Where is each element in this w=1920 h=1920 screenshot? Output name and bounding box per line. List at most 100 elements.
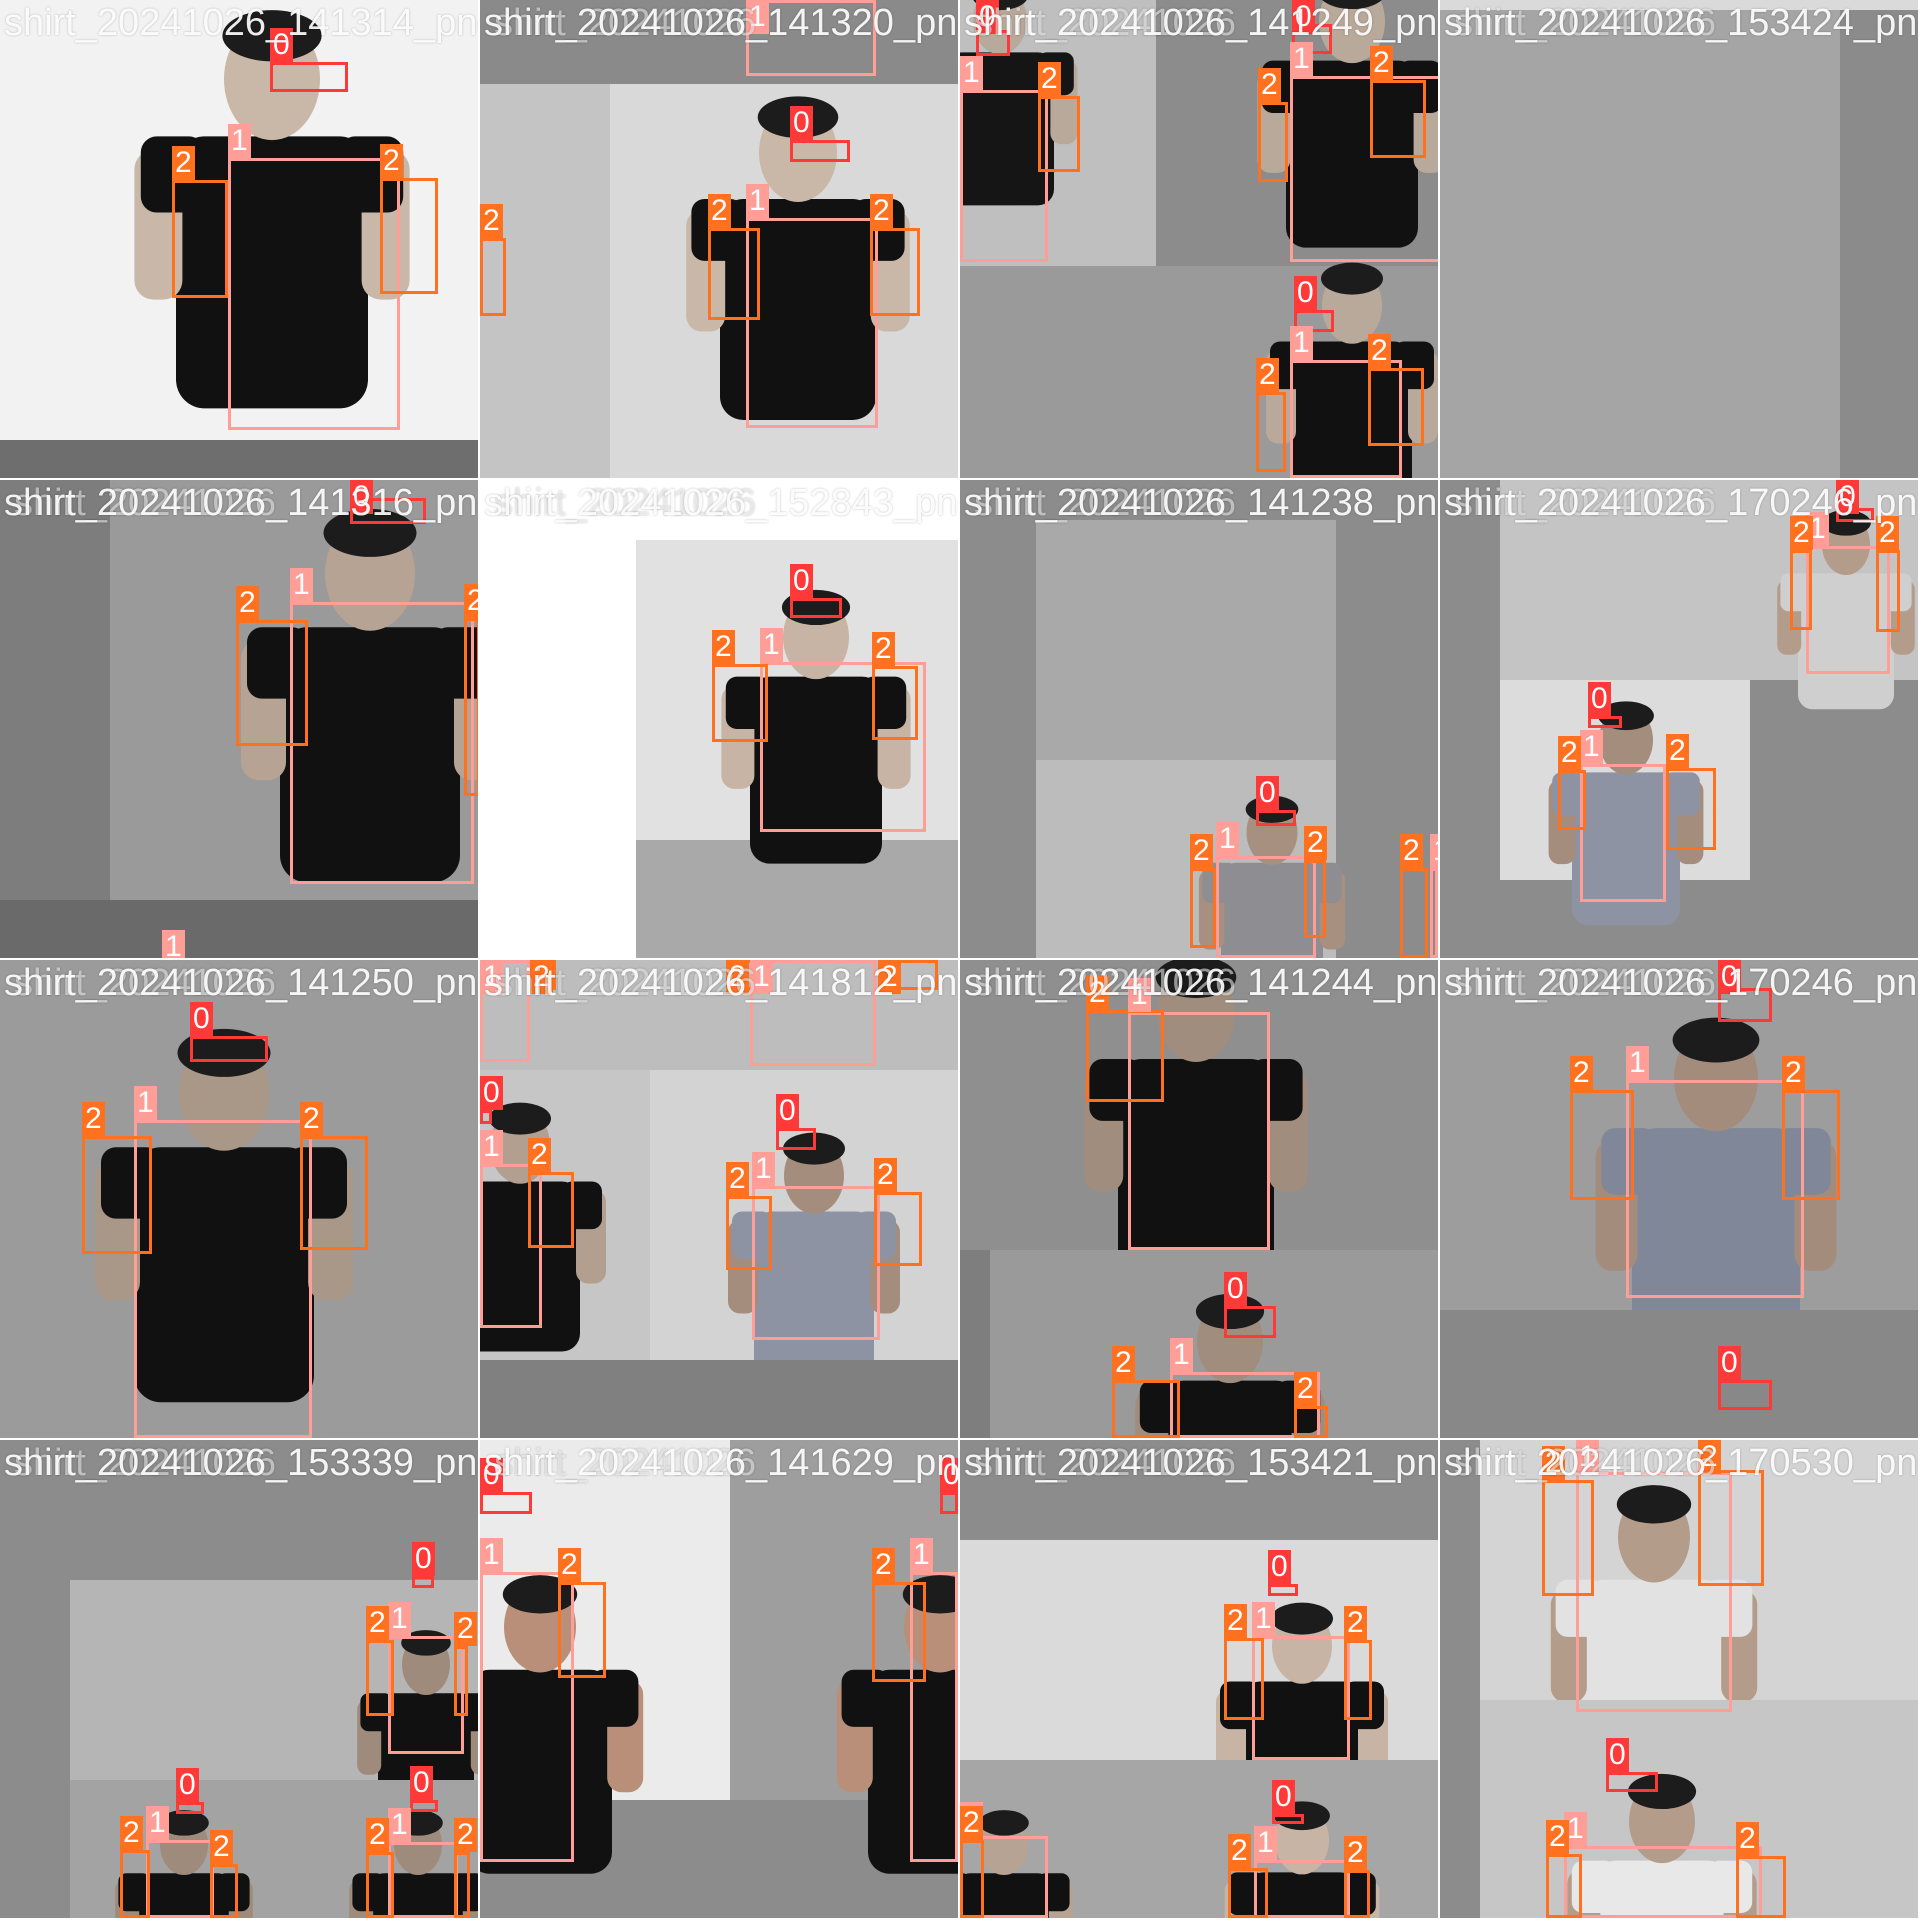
- tile-scene-image: [1440, 960, 1918, 1438]
- detection-box: [1224, 1638, 1264, 1720]
- detection-box: [480, 1110, 492, 1124]
- class-label: 0: [776, 1094, 799, 1128]
- detection-box: [1344, 1640, 1372, 1720]
- tile-title-overlap: shirt_20241026: [974, 482, 1236, 524]
- class-label: 1: [1216, 822, 1239, 856]
- class-label: 2: [726, 960, 749, 994]
- detection-box: [1256, 392, 1286, 472]
- detection-box: [172, 180, 228, 298]
- class-label: 2: [870, 194, 893, 228]
- class-label: 2: [1256, 358, 1279, 392]
- tile-title-overlap: shirt_20241026: [494, 962, 756, 1004]
- mosaic-tile: 0 1 2 2 shirt_20241026 shirt_20241026_152843_…: [480, 480, 958, 958]
- detection-box: [1606, 1772, 1658, 1792]
- class-label: 0: [480, 1076, 503, 1110]
- class-label: 0: [1268, 1550, 1291, 1584]
- detection-box: [1258, 102, 1288, 182]
- detection-box: [776, 1128, 816, 1150]
- tile-title: shirt_20241026_141629_png.rf.4f: [484, 1442, 958, 1484]
- tile-title-overlap: shirt_20241026: [974, 1442, 1236, 1484]
- detection-box: [960, 90, 1048, 262]
- class-label: 2: [366, 1818, 389, 1852]
- class-label: 1: [480, 1538, 503, 1572]
- detection-box: [1736, 1856, 1786, 1918]
- detection-box: [558, 1582, 606, 1678]
- class-label: 2: [726, 1162, 749, 1196]
- tile-title: shirt_20241026_141244_png.rf.ee: [964, 962, 1438, 1004]
- class-label: 1: [1576, 1440, 1599, 1474]
- tile-title-overlap: shirt_20241026: [14, 962, 276, 1004]
- detection-box: [464, 618, 478, 796]
- detection-box: [1698, 1470, 1764, 1586]
- class-label: 0: [480, 1458, 503, 1492]
- class-label: 0: [1292, 0, 1315, 34]
- class-label: 2: [1086, 976, 1109, 1010]
- class-label: 2: [1876, 516, 1899, 550]
- detection-box: [1344, 1870, 1370, 1918]
- detection-box: [910, 1572, 958, 1862]
- tile-title-overlap: shirt_20241026: [494, 2, 756, 44]
- detection-box: [1626, 1080, 1804, 1298]
- detection-box: [480, 238, 506, 316]
- class-label: 0: [410, 1766, 433, 1800]
- mosaic-tile: 0 1 2 2 0 1 2 2 shirt_20241026 shirt_20241026_170…: [1440, 480, 1918, 958]
- class-label: 0: [1224, 1272, 1247, 1306]
- tile-title: shirt_20241026_152843_png.rf.b3: [484, 482, 958, 524]
- mosaic-tile: 0 1 2 2 0 1 2 2 0 1 2 2 shirt_20241026 shirt_20241026…: [0, 1440, 478, 1918]
- detection-box: [146, 1840, 214, 1918]
- detection-box: [190, 1036, 268, 1062]
- detection-box: [1252, 1636, 1350, 1760]
- class-label: 1: [1170, 1338, 1193, 1372]
- class-label: 1: [290, 568, 313, 602]
- detection-box: [228, 158, 400, 430]
- tile-title: shirt_20241026_141250_png.rf.27: [4, 962, 478, 1004]
- tile-title: shirt_20241026_153424_png.rf.6a: [1444, 2, 1918, 44]
- class-label: 2: [120, 1816, 143, 1850]
- detection-box: [1290, 360, 1402, 478]
- class-label: 2: [872, 632, 895, 666]
- tile-title-overlap: shirt_20241026: [1454, 482, 1716, 524]
- person-silhouette: [1548, 701, 1704, 926]
- detection-box: [960, 1840, 984, 1918]
- detection-box: [210, 1864, 238, 1918]
- detection-box: [480, 960, 530, 1062]
- class-label: 1: [1128, 978, 1151, 1012]
- detection-box: [82, 1136, 152, 1254]
- class-label: 1: [752, 1152, 775, 1186]
- class-label: 2: [712, 630, 735, 664]
- tile-title-overlap: shirt_20241026: [1454, 2, 1716, 44]
- class-label: 0: [270, 28, 293, 62]
- tile-title: shirt_20241026_141249_png.rf.52: [964, 2, 1438, 44]
- tile-title-overlap: shirt_20241026: [974, 2, 1236, 44]
- class-label: 1: [1430, 834, 1438, 868]
- tile-scene-image: [960, 480, 1438, 958]
- tile-title-overlap: shirt_20241026: [14, 482, 276, 524]
- class-label: 2: [1736, 1822, 1759, 1856]
- detection-box: [1216, 856, 1316, 958]
- class-label: 2: [1666, 734, 1689, 768]
- class-label: 2: [1190, 834, 1213, 868]
- detection-box: [1576, 1472, 1732, 1712]
- mosaic-tile: 1 2 2 1 2 0 1 2 0 1 2 2 shirt_20241026 shirt_20241026…: [480, 960, 958, 1438]
- tile-title: shirt_20241026_153339_png.rf.ab: [4, 1442, 478, 1484]
- tile-scene-image: [0, 960, 478, 1438]
- class-label: 2: [1698, 1440, 1721, 1474]
- class-label: 0: [1606, 1738, 1629, 1772]
- detection-box: [270, 62, 348, 92]
- detection-box: [750, 960, 876, 1066]
- detection-box: [1368, 368, 1424, 446]
- detection-box: [1268, 1584, 1298, 1596]
- tile-title-overlap: shirt_20241026: [14, 1442, 276, 1484]
- class-label: 0: [976, 0, 999, 34]
- class-label: 0: [1294, 276, 1317, 310]
- tile-title: shirt_20241026_141320_png.rf.93: [484, 2, 958, 44]
- detection-box: [1256, 810, 1296, 826]
- class-label: 2: [530, 960, 553, 994]
- class-label: 1: [1564, 1812, 1587, 1846]
- detection-box: [1876, 550, 1900, 632]
- person-silhouette: [836, 1575, 958, 1874]
- mosaic-tile: 1 2 2 0 1 2 2 shirt_20241026 shirt_20241026_1705…: [1440, 1440, 1918, 1918]
- class-label: 2: [878, 960, 901, 994]
- class-label: 1: [1290, 326, 1313, 360]
- tile-scene-image: [0, 480, 478, 958]
